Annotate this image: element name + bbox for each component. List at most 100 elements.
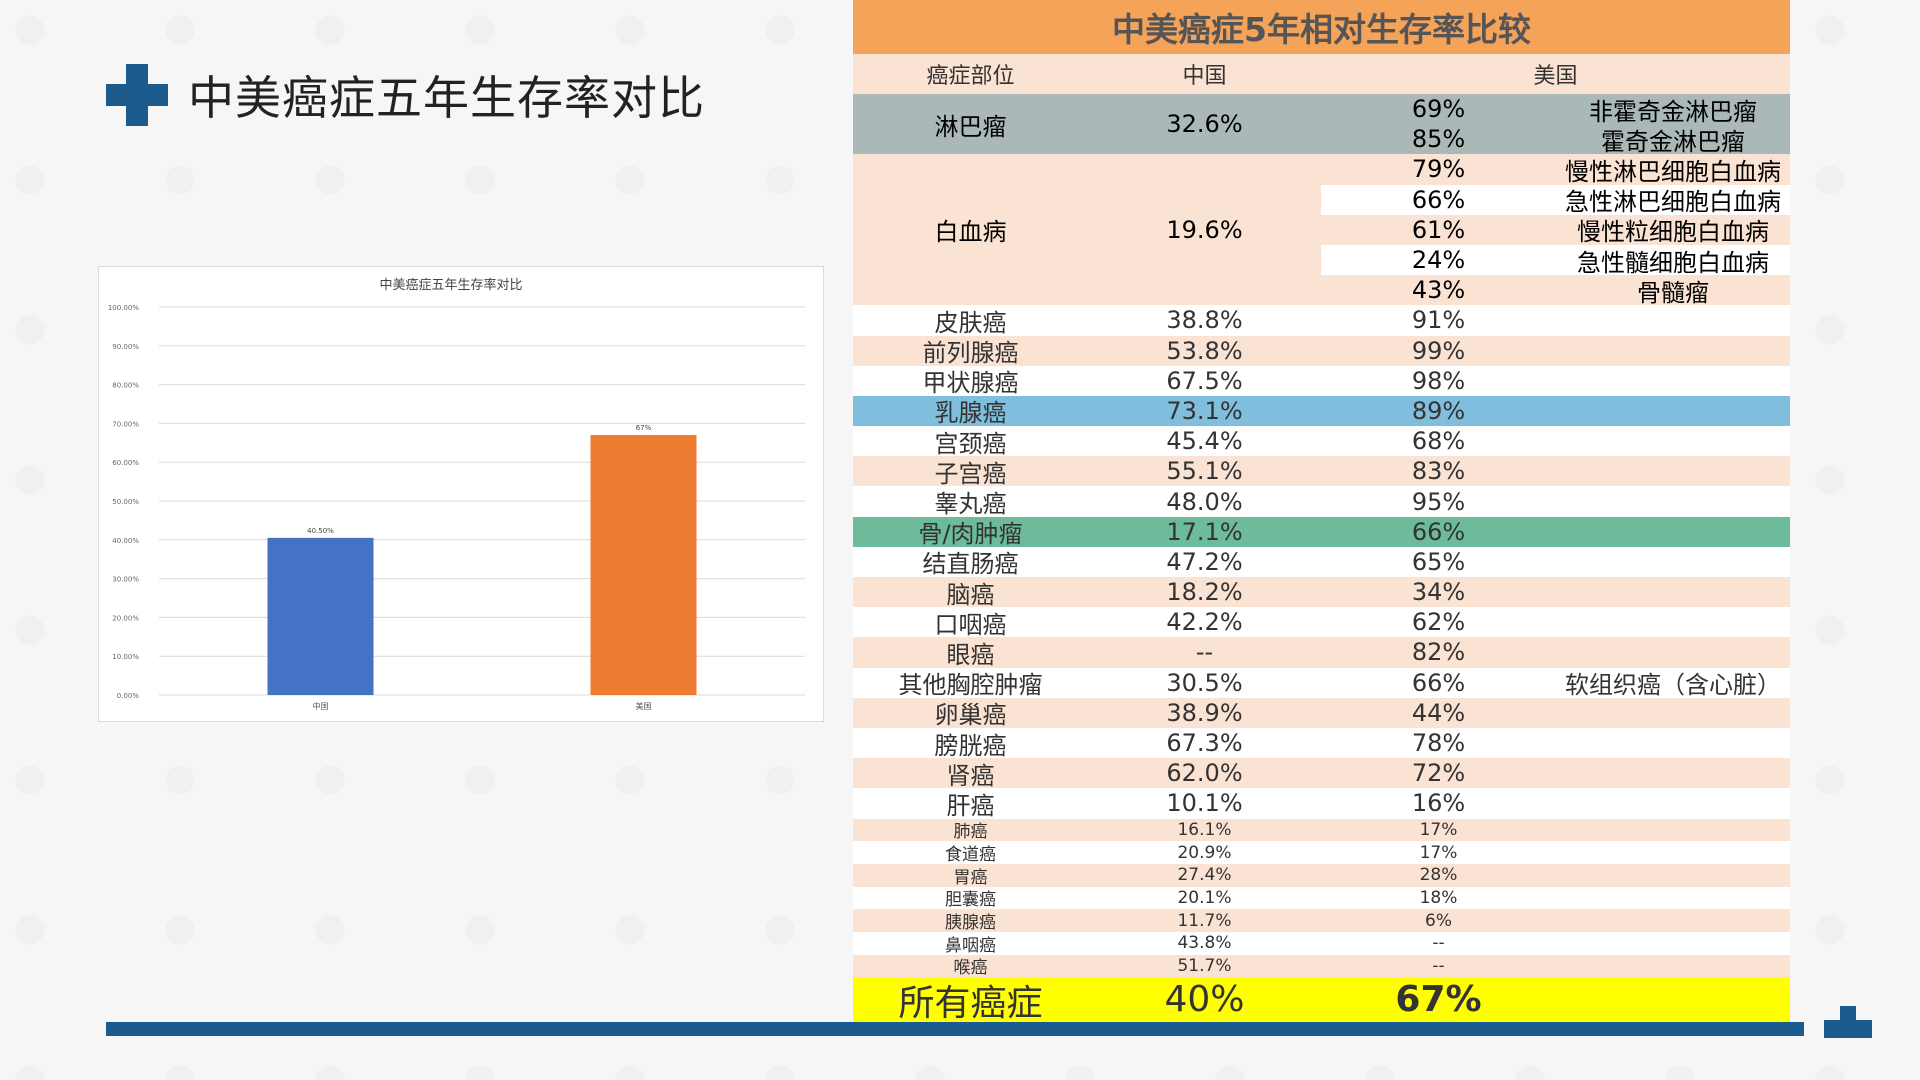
cell-china: 27.4%	[1177, 865, 1232, 886]
cell-china: 19.6%	[1166, 215, 1243, 244]
table-row: 睾丸癌 48.0% 95%	[853, 486, 1790, 519]
bar-china	[267, 537, 374, 695]
cell-site: 卵巢癌	[934, 701, 1007, 730]
sub-row: 24% 急性髓细胞白血病	[1321, 244, 1790, 277]
cell-site: 睾丸癌	[934, 490, 1007, 519]
cell-usa: 18%	[1419, 887, 1458, 908]
cell-china: 40%	[1164, 979, 1245, 1021]
cell-site: 食道癌	[945, 845, 996, 866]
cell-usa: 61%	[1411, 215, 1466, 244]
cell-site: 皮肤癌	[934, 308, 1007, 337]
table-title: 中美癌症5年相对生存率比较	[853, 0, 1790, 54]
table-row: 皮肤癌 38.8% 91%	[853, 305, 1790, 337]
cell-china: 30.5%	[1166, 668, 1243, 697]
cell-usa: 79%	[1411, 155, 1466, 184]
cell-usa: 43%	[1411, 276, 1466, 305]
table-row-small: 食道癌 20.9% 17%	[853, 841, 1790, 866]
cell-usa: 28%	[1419, 865, 1458, 886]
cell-china: 20.1%	[1177, 887, 1232, 908]
bar-usa	[590, 435, 697, 695]
cell-site: 口咽癌	[934, 610, 1007, 639]
table-row: 宫颈癌 45.4% 68%	[853, 426, 1790, 458]
data-label: 40.50%	[307, 527, 334, 535]
table-row: 其他胸腔肿瘤 30.5% 66% 软组织癌（含心脏）	[853, 667, 1790, 700]
cell-china: 17.1%	[1166, 517, 1243, 546]
table-row: 肾癌 62.0% 72%	[853, 758, 1790, 790]
y-tick-label: 20.00%	[112, 614, 139, 622]
cell-site: 胆囊癌	[945, 890, 996, 911]
slide-title: 中美癌症五年生存率对比	[188, 71, 705, 125]
survival-table: 中美癌症5年相对生存率比较 癌症部位 中国 美国 淋巴瘤 32.6% 69% 非霍奇金…	[853, 0, 1790, 1024]
cell-site: 其他胸腔肿瘤	[898, 671, 1043, 700]
cell-usa: 89%	[1411, 396, 1466, 425]
cell-site: 前列腺癌	[922, 339, 1019, 368]
header-usa: 美国	[1533, 64, 1578, 89]
cell-usa: --	[1432, 933, 1445, 954]
table-row: 口咽癌 42.2% 62%	[853, 607, 1790, 639]
cell-usa: 95%	[1411, 487, 1466, 516]
cell-china: 67.5%	[1166, 366, 1243, 395]
table-row-small: 喉癌 51.7% --	[853, 954, 1790, 979]
cell-usa: 66%	[1411, 517, 1466, 546]
total-row: 所有癌症 40% 67%	[853, 977, 1790, 1024]
cell-site: 胰腺癌	[945, 913, 996, 934]
table-row: 前列腺癌 53.8% 99%	[853, 335, 1790, 368]
merged-row-leukemia: 白血病 19.6% 79% 慢性淋巴细胞白血病 66% 急性淋巴细胞白血病 61% 慢性粒细胞…	[853, 154, 1790, 307]
footer-bar	[106, 1022, 1804, 1036]
table-row: 脑癌 18.2% 34%	[853, 577, 1790, 609]
cell-site: 鼻咽癌	[945, 935, 996, 956]
medical-cross-icon	[106, 64, 168, 126]
slide-header: 中美癌症五年生存率对比	[106, 62, 705, 128]
y-tick-label: 100.00%	[108, 304, 139, 312]
cell-usa: 24%	[1411, 246, 1466, 275]
cell-site: 肾癌	[946, 761, 995, 790]
table-row: 膀胱癌 67.3% 78%	[853, 727, 1790, 760]
cell-china: 20.9%	[1177, 842, 1232, 863]
cell-china: 45.4%	[1166, 427, 1243, 456]
cell-china: 53.8%	[1166, 336, 1243, 365]
cell-usa: 82%	[1411, 638, 1466, 667]
sub-row: 69% 非霍奇金淋巴瘤	[1321, 94, 1790, 126]
cell-note: 骨髓瘤	[1637, 278, 1709, 307]
sub-row: 85% 霍奇金淋巴瘤	[1321, 124, 1790, 156]
cell-site: 肝癌	[946, 791, 995, 820]
table-row-small: 胃癌 27.4% 28%	[853, 863, 1790, 888]
cell-china: 38.9%	[1166, 698, 1243, 727]
cell-china: 32.6%	[1166, 110, 1243, 139]
cell-usa: 17%	[1419, 819, 1458, 840]
cell-site: 肺癌	[953, 822, 988, 843]
cell-china: 11.7%	[1177, 910, 1232, 931]
cell-note: 慢性粒细胞白血病	[1577, 218, 1769, 247]
cell-site: 宫颈癌	[934, 429, 1007, 458]
y-tick-label: 40.00%	[112, 537, 139, 545]
cell-note: 急性淋巴细胞白血病	[1565, 188, 1781, 217]
bar-chart-card: 中美癌症五年生存率对比 0.00% 10.00% 20.00% 30.00% 40.00%…	[98, 266, 824, 722]
sub-row: 66% 急性淋巴细胞白血病	[1321, 184, 1790, 217]
cell-site: 膀胱癌	[934, 731, 1007, 760]
cell-usa: 68%	[1411, 427, 1466, 456]
table-row-small: 鼻咽癌 43.8% --	[853, 931, 1790, 956]
cell-site: 甲状腺癌	[922, 369, 1019, 398]
cell-usa: 34%	[1411, 578, 1466, 607]
cell-usa: 67%	[1395, 979, 1482, 1021]
cell-site: 喉癌	[953, 958, 988, 979]
cell-china: 43.8%	[1177, 933, 1232, 954]
cell-china: 38.8%	[1166, 306, 1243, 335]
cell-china: 51.7%	[1177, 955, 1232, 976]
cell-usa: 62%	[1411, 608, 1466, 637]
cell-china: 48.0%	[1166, 487, 1243, 516]
cell-usa: 85%	[1411, 125, 1466, 154]
cell-note: 霍奇金淋巴瘤	[1601, 127, 1745, 156]
x-tick-label: 中国	[313, 701, 329, 711]
cell-note: 急性髓细胞白血病	[1577, 248, 1769, 277]
sub-row: 43% 骨髓瘤	[1321, 275, 1790, 307]
cell-china: 73.1%	[1166, 396, 1243, 425]
sub-row: 61% 慢性粒细胞白血病	[1321, 214, 1790, 247]
table-row: 骨/肉肿瘤 17.1% 66%	[853, 516, 1790, 548]
cell-usa: 66%	[1411, 185, 1466, 214]
table-header-row: 癌症部位 中国 美国	[853, 54, 1790, 94]
cell-china: 67.3%	[1166, 729, 1243, 758]
cell-usa: 44%	[1411, 698, 1466, 727]
cell-china: 55.1%	[1166, 457, 1243, 486]
cell-usa: 66%	[1411, 668, 1466, 697]
